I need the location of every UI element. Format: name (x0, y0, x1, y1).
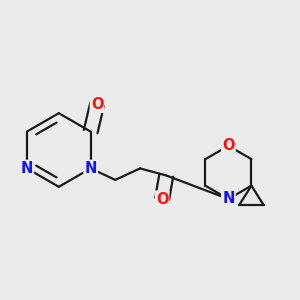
Text: N: N (85, 161, 97, 176)
Text: O: O (156, 192, 168, 207)
Text: O: O (91, 97, 103, 112)
Text: O: O (222, 138, 235, 153)
Text: N: N (21, 161, 33, 176)
Text: N: N (222, 191, 235, 206)
